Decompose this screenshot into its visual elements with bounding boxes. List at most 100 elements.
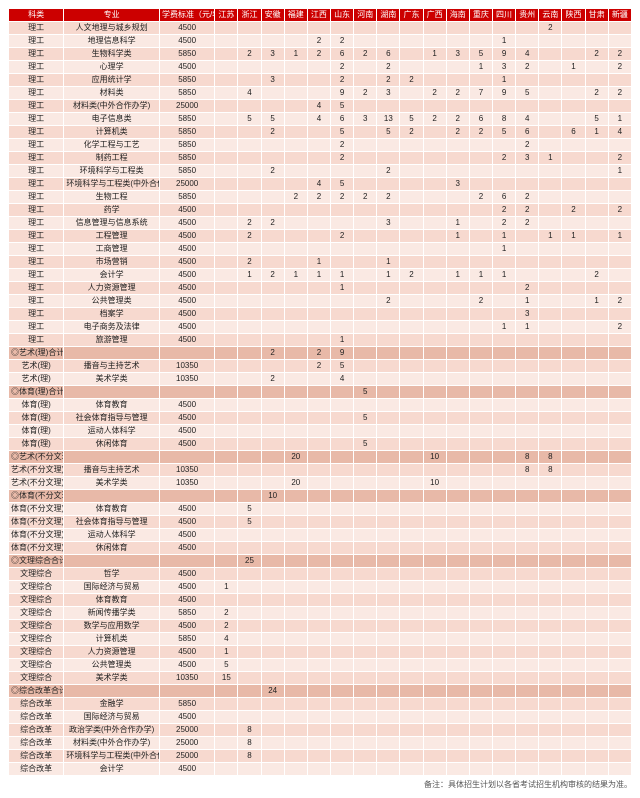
- value-cell: [562, 178, 585, 191]
- value-cell: [215, 22, 238, 35]
- value-cell: [562, 282, 585, 295]
- value-cell: [307, 412, 330, 425]
- value-cell: [608, 464, 631, 477]
- value-cell: [215, 373, 238, 386]
- value-cell: [400, 594, 423, 607]
- major-cell: 休闲体育: [64, 542, 160, 555]
- value-cell: [261, 35, 284, 48]
- value-cell: 1: [539, 152, 562, 165]
- value-cell: [446, 581, 469, 594]
- value-cell: [585, 204, 608, 217]
- major-cell: [64, 685, 160, 698]
- value-cell: [446, 22, 469, 35]
- value-cell: [400, 607, 423, 620]
- major-cell: 国际经济与贸易: [64, 581, 160, 594]
- major-cell: 社会体育指导与管理: [64, 412, 160, 425]
- value-cell: [516, 594, 539, 607]
- value-cell: [377, 594, 400, 607]
- col-header: 贵州: [516, 9, 539, 22]
- value-cell: [446, 100, 469, 113]
- value-cell: [400, 217, 423, 230]
- fee-cell: 5850: [159, 87, 214, 100]
- value-cell: 1: [215, 646, 238, 659]
- value-cell: [585, 256, 608, 269]
- value-cell: 5: [238, 516, 261, 529]
- fee-cell: 4500: [159, 516, 214, 529]
- value-cell: [562, 724, 585, 737]
- value-cell: 1: [377, 269, 400, 282]
- value-cell: [307, 516, 330, 529]
- fee-cell: 5850: [159, 74, 214, 87]
- table-row: 理工制药工程585022312: [9, 152, 632, 165]
- major-cell: 计算机类: [64, 126, 160, 139]
- value-cell: 2: [261, 165, 284, 178]
- value-cell: [238, 139, 261, 152]
- value-cell: [423, 360, 446, 373]
- value-cell: [215, 61, 238, 74]
- value-cell: [354, 217, 377, 230]
- value-cell: [354, 568, 377, 581]
- value-cell: 4: [307, 100, 330, 113]
- value-cell: [562, 737, 585, 750]
- value-cell: [377, 230, 400, 243]
- value-cell: 8: [539, 451, 562, 464]
- value-cell: 5: [585, 113, 608, 126]
- value-cell: [562, 321, 585, 334]
- table-row: 理工会计学450012111121112: [9, 269, 632, 282]
- value-cell: [516, 516, 539, 529]
- value-cell: [400, 243, 423, 256]
- value-cell: [423, 204, 446, 217]
- value-cell: [446, 685, 469, 698]
- value-cell: 5: [238, 113, 261, 126]
- category-cell: 理工: [9, 61, 64, 74]
- admissions-table: 科类专业学费标准（元/年）江苏浙江安徽福建江西山东河南湖南广东广西海南重庆四川贵…: [8, 8, 632, 776]
- value-cell: [261, 243, 284, 256]
- value-cell: [446, 594, 469, 607]
- value-cell: [331, 243, 354, 256]
- value-cell: [539, 620, 562, 633]
- value-cell: 2: [238, 48, 261, 61]
- value-cell: 1: [215, 581, 238, 594]
- fee-cell: 5850: [159, 126, 214, 139]
- value-cell: 1: [492, 243, 515, 256]
- value-cell: [608, 607, 631, 620]
- value-cell: 6: [331, 113, 354, 126]
- value-cell: [400, 87, 423, 100]
- value-cell: [562, 35, 585, 48]
- value-cell: 2: [516, 139, 539, 152]
- value-cell: [238, 672, 261, 685]
- value-cell: [492, 646, 515, 659]
- value-cell: [516, 711, 539, 724]
- value-cell: [562, 477, 585, 490]
- value-cell: [608, 516, 631, 529]
- value-cell: [608, 477, 631, 490]
- value-cell: [585, 347, 608, 360]
- value-cell: 1: [492, 74, 515, 87]
- value-cell: 10: [423, 477, 446, 490]
- value-cell: [261, 516, 284, 529]
- table-row: 综合改革环境科学与工程类(中外合作办学)250008: [9, 750, 632, 763]
- value-cell: [585, 737, 608, 750]
- value-cell: 3: [377, 217, 400, 230]
- value-cell: [400, 711, 423, 724]
- value-cell: [354, 763, 377, 776]
- value-cell: [492, 477, 515, 490]
- value-cell: [469, 399, 492, 412]
- value-cell: [492, 581, 515, 594]
- value-cell: [307, 529, 330, 542]
- fee-cell: 4500: [159, 659, 214, 672]
- value-cell: [377, 438, 400, 451]
- fee-cell: 4500: [159, 646, 214, 659]
- value-cell: [238, 425, 261, 438]
- value-cell: [539, 672, 562, 685]
- table-row: 理工生物工程585022222262: [9, 191, 632, 204]
- value-cell: [539, 607, 562, 620]
- value-cell: [400, 464, 423, 477]
- value-cell: [539, 425, 562, 438]
- value-cell: [261, 659, 284, 672]
- value-cell: [377, 698, 400, 711]
- fee-cell: 4500: [159, 711, 214, 724]
- major-cell: 生物科学类: [64, 48, 160, 61]
- value-cell: [492, 698, 515, 711]
- value-cell: 2: [331, 152, 354, 165]
